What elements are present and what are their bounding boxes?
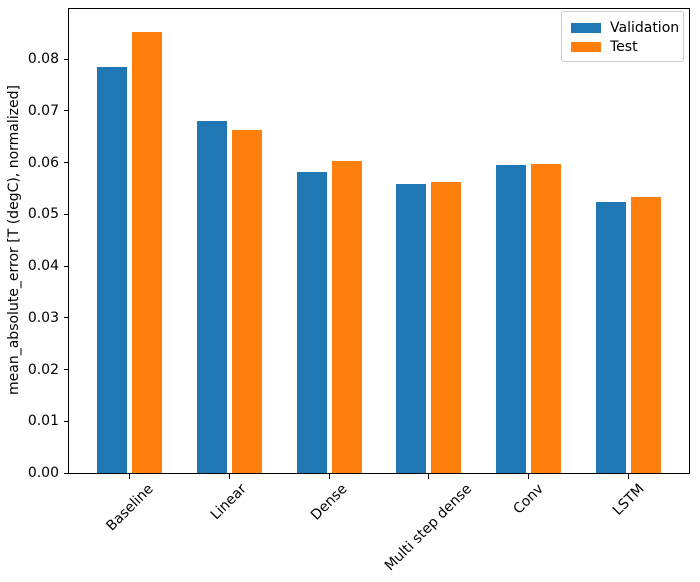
bar-test-lstm	[631, 197, 661, 473]
x-tick-label-dense: Dense	[307, 481, 351, 524]
y-tick-mark	[64, 317, 69, 319]
x-tick-mark	[528, 474, 530, 479]
y-tick-label: 0.05	[27, 206, 59, 223]
x-tick-label-linear: Linear	[207, 481, 251, 524]
y-tick-label: 0.01	[27, 413, 59, 430]
bar-test-baseline	[132, 31, 162, 473]
y-axis-label: mean_absolute_error [T (degC), normalize…	[6, 85, 22, 395]
y-tick-mark	[64, 472, 69, 474]
legend-label: Test	[610, 38, 638, 55]
y-tick-mark	[64, 110, 69, 112]
bar-test-conv	[531, 164, 562, 473]
y-tick-label: 0.04	[27, 258, 59, 275]
bar-validation-linear	[196, 121, 227, 473]
x-tick-mark	[129, 474, 130, 479]
legend-label: Validation	[610, 19, 680, 36]
x-tick-label-baseline: Baseline	[103, 481, 157, 535]
x-tick-label-conv: Conv	[510, 481, 547, 518]
x-tick-mark	[428, 474, 430, 479]
y-tick-mark	[64, 58, 69, 60]
legend: Validation Test	[561, 11, 684, 62]
legend-entry-test: Test	[571, 38, 675, 56]
y-tick-label: 0.06	[27, 154, 59, 171]
bar-validation-multi-step-dense	[396, 183, 427, 473]
y-tick-label: 0.08	[27, 51, 59, 68]
x-tick-label-multi-step-dense: Multi step dense	[382, 481, 476, 575]
y-tick-label: 0.00	[27, 465, 59, 481]
bar-test-multi-step-dense	[431, 182, 462, 473]
bar-validation-baseline	[97, 66, 127, 473]
y-tick-label: 0.02	[27, 361, 59, 378]
y-tick-mark	[64, 162, 69, 164]
y-tick-label: 0.03	[27, 309, 59, 326]
legend-entry-validation: Validation	[571, 19, 679, 37]
y-tick-mark	[64, 265, 69, 267]
bar-test-linear	[231, 129, 262, 473]
y-tick-label: 0.07	[27, 102, 59, 119]
bar-validation-conv	[496, 165, 527, 473]
y-tick-mark	[64, 369, 69, 371]
x-tick-label-lstm: LSTM	[609, 481, 648, 519]
x-tick-mark	[328, 474, 330, 479]
legend-swatch-icon	[571, 23, 601, 33]
legend-swatch-icon	[571, 42, 601, 52]
x-tick-mark	[228, 474, 230, 479]
y-tick-mark	[64, 213, 69, 215]
x-tick-mark	[628, 474, 629, 479]
bar-validation-lstm	[596, 202, 626, 473]
bar-validation-dense	[296, 171, 327, 473]
bar-test-dense	[331, 160, 362, 473]
y-tick-mark	[64, 420, 69, 422]
